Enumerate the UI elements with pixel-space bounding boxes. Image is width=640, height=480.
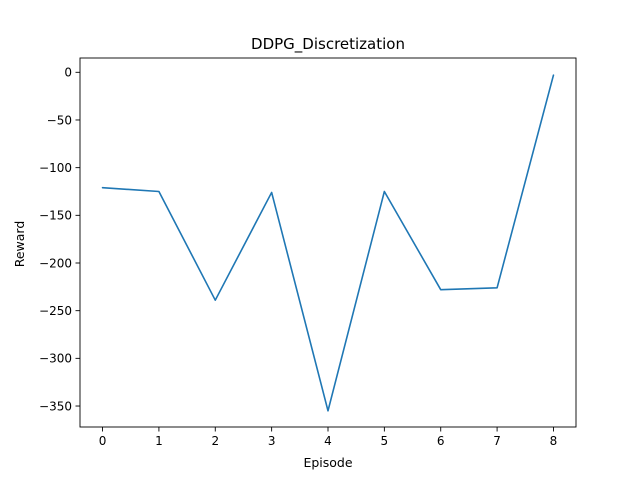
x-tick-label: 8 [550,434,558,448]
plot-area: 0 1 2 3 4 5 6 7 8 0 −50 −100 −150 −200 −250 −300 −350 [39,57,577,448]
x-tick-label: 3 [268,434,276,448]
x-tick-label: 7 [493,434,501,448]
x-tick-label: 6 [437,434,445,448]
x-tick-label: 2 [211,434,219,448]
plot-frame [79,57,577,428]
y-axis-label: Reward [12,221,27,268]
x-axis-label: Episode [303,455,352,470]
y-tick-label: −150 [39,209,72,223]
x-tick-label: 5 [381,434,389,448]
y-tick-label: −200 [39,256,72,270]
y-tick-label: 0 [64,66,72,80]
y-tick-label: −100 [39,161,72,175]
y-tick-label: −300 [39,352,72,366]
x-tick-label: 4 [324,434,332,448]
x-tick-label: 0 [99,434,107,448]
chart-title: DDPG_Discretization [251,35,405,54]
y-tick-label: −350 [39,399,72,413]
y-tick-label: −50 [47,113,72,127]
y-tick-label: −250 [39,304,72,318]
x-tick-label: 1 [155,434,163,448]
series-line-0 [101,74,555,412]
